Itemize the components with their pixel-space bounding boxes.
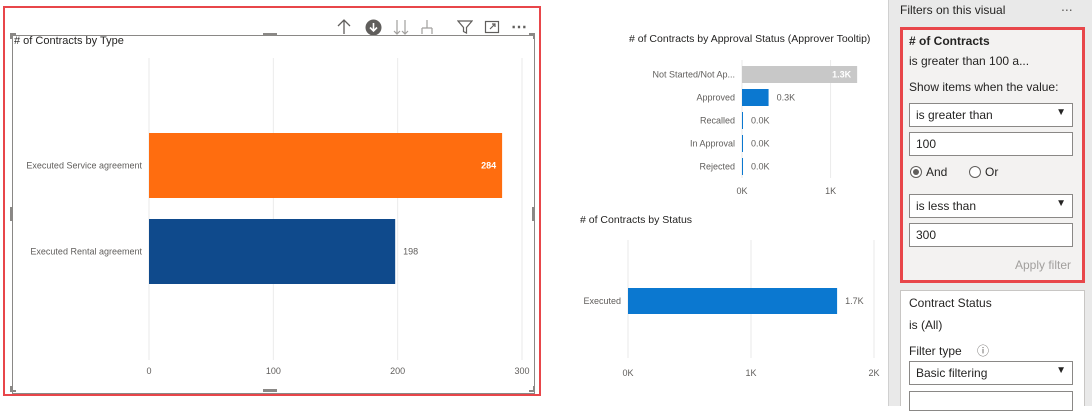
contracts-by-type-visual[interactable]: ⋯ # of Contracts by Type 0 100 200 300 Execu… xyxy=(3,6,541,396)
condition2-value: is less than xyxy=(916,199,977,213)
x-tick-label: 200 xyxy=(390,366,405,376)
data-label: 0.0K xyxy=(751,139,770,149)
x-tick-label: 1K xyxy=(825,186,836,196)
focus-mode-icon[interactable] xyxy=(481,16,503,38)
or-label: Or xyxy=(985,165,999,179)
resize-handle[interactable] xyxy=(10,386,12,392)
and-label: And xyxy=(926,165,948,179)
drill-down-circle-icon[interactable] xyxy=(362,16,384,38)
x-tick-label: 100 xyxy=(266,366,281,376)
more-options-icon[interactable]: ⋯ xyxy=(511,19,527,36)
filter-icon[interactable] xyxy=(454,16,476,38)
bar xyxy=(742,135,743,152)
double-arrow-down-icon[interactable] xyxy=(390,16,412,38)
category-label: Recalled xyxy=(700,116,735,126)
data-label: 1.3K xyxy=(832,70,852,80)
filter-summary: is greater than 100 a... xyxy=(909,54,1030,68)
data-label: 284 xyxy=(481,161,496,171)
bar xyxy=(742,89,769,106)
resize-handle[interactable] xyxy=(263,389,277,392)
x-tick-label: 0K xyxy=(622,368,633,378)
x-tick-label: 1K xyxy=(745,368,756,378)
search-box[interactable] xyxy=(909,391,1073,411)
status-filter-card[interactable]: Contract Status is (All) Filter type ⓘ B… xyxy=(900,290,1085,411)
resize-handle[interactable] xyxy=(10,33,16,35)
chart-title: # of Contracts by Type xyxy=(14,35,124,47)
filter-field-name: Contract Status xyxy=(909,296,992,310)
data-label: 198 xyxy=(403,247,418,257)
filter-pane-title: Filters on this visual xyxy=(900,3,1006,17)
filter-pane: Filters on this visual ... # of Contract… xyxy=(888,0,1092,411)
more-options-icon[interactable]: ... xyxy=(1061,0,1073,14)
resize-handle[interactable] xyxy=(532,207,535,221)
value1-text: 100 xyxy=(916,137,937,151)
category-label: Executed xyxy=(583,296,621,306)
resize-handle[interactable] xyxy=(263,33,277,36)
data-label: 0.0K xyxy=(751,162,770,172)
bar xyxy=(628,288,838,314)
condition1-value: is greater than xyxy=(916,108,993,122)
category-label: Executed Service agreement xyxy=(26,161,142,171)
value2-text: 300 xyxy=(916,228,937,242)
filter-type-label: Filter type xyxy=(909,344,962,358)
chevron-down-icon: ▼ xyxy=(1056,107,1066,118)
value1-input[interactable]: 100 xyxy=(909,132,1073,156)
expand-hierarchy-icon[interactable] xyxy=(416,16,438,38)
bar xyxy=(149,219,396,284)
x-tick-label: 0 xyxy=(146,366,151,376)
category-label: Executed Rental agreement xyxy=(30,247,142,257)
arrow-up-icon[interactable] xyxy=(333,16,355,38)
bar xyxy=(742,66,858,83)
category-label: In Approval xyxy=(690,139,735,149)
x-tick-label: 0K xyxy=(736,186,747,196)
type-bar-chart: 0 100 200 300 Executed Service agreement 284 E… xyxy=(26,58,530,376)
x-tick-label: 300 xyxy=(514,366,529,376)
resize-handle[interactable] xyxy=(529,390,535,392)
filter-summary: is (All) xyxy=(909,318,943,332)
bar xyxy=(149,133,503,198)
data-label: 0.3K xyxy=(777,93,796,103)
or-radio[interactable] xyxy=(969,166,981,178)
condition1-dropdown[interactable]: is greater than ▼ xyxy=(909,103,1073,127)
contracts-filter-card[interactable]: # of Contracts is greater than 100 a... … xyxy=(900,27,1085,283)
data-label: 1.7K xyxy=(845,296,864,306)
value2-input[interactable]: 300 xyxy=(909,223,1073,247)
info-icon[interactable]: ⓘ xyxy=(977,344,990,358)
category-label: Approved xyxy=(696,93,735,103)
bar xyxy=(742,158,743,175)
show-items-label: Show items when the value: xyxy=(909,80,1059,94)
resize-handle[interactable] xyxy=(533,33,535,39)
category-label: Not Started/Not Ap... xyxy=(652,70,735,80)
status-chart-title: # of Contracts by Status xyxy=(580,214,693,226)
filter-type-value: Basic filtering xyxy=(916,366,988,380)
apply-filter-button[interactable]: Apply filter xyxy=(1015,258,1072,272)
approval-bar-chart: 0K 1K Not Started/Not Ap... 1.3K Approved 0.3… xyxy=(652,60,858,196)
condition2-dropdown[interactable]: is less than ▼ xyxy=(909,194,1073,218)
status-bar-chart: 0K 1K 2K Executed 1.7K xyxy=(583,240,880,378)
and-radio[interactable] xyxy=(910,166,922,178)
chevron-down-icon: ▼ xyxy=(1056,198,1066,209)
category-label: Rejected xyxy=(699,162,735,172)
approval-chart-title: # of Contracts by Approval Status (Appro… xyxy=(629,33,871,45)
data-label: 0.0K xyxy=(751,116,770,126)
chevron-down-icon: ▼ xyxy=(1056,365,1066,376)
resize-handle[interactable] xyxy=(533,386,535,392)
filter-type-dropdown[interactable]: Basic filtering ▼ xyxy=(909,361,1073,385)
x-tick-label: 2K xyxy=(868,368,879,378)
resize-handle[interactable] xyxy=(10,33,12,39)
resize-handle[interactable] xyxy=(10,207,13,221)
bar xyxy=(742,112,743,129)
filter-field-name: # of Contracts xyxy=(909,34,990,48)
resize-handle[interactable] xyxy=(10,390,16,392)
resize-handle[interactable] xyxy=(529,33,535,35)
